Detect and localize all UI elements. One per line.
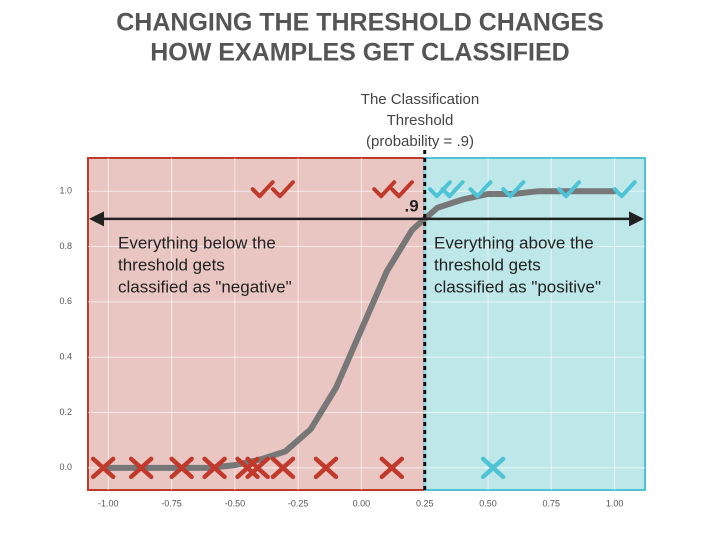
x-marker xyxy=(480,456,506,480)
region-above xyxy=(423,157,646,491)
x-tick-label: -0.25 xyxy=(288,498,309,508)
check-marker xyxy=(612,180,637,199)
x-tick-label: 0.75 xyxy=(543,498,561,508)
chart-title: HOW EXAMPLES GET CLASSIFIED xyxy=(150,39,569,67)
y-tick-label: 0.6 xyxy=(59,296,72,306)
y-tick-label: 0.2 xyxy=(59,407,72,417)
x-marker xyxy=(202,456,227,480)
threshold-caption: The Classification xyxy=(361,91,479,108)
x-tick-label: 1.00 xyxy=(606,498,624,508)
threshold-caption: (probability = .9) xyxy=(366,133,474,150)
check-stroke xyxy=(372,180,397,199)
x-marker xyxy=(128,456,154,480)
region-text: classified as "positive" xyxy=(434,277,601,296)
y-tick-label: 0.8 xyxy=(59,241,72,251)
x-marker xyxy=(270,456,296,480)
x-marker xyxy=(169,456,194,480)
threshold-caption: Threshold xyxy=(387,112,454,129)
check-stroke xyxy=(389,180,414,199)
x-stroke xyxy=(128,456,154,480)
check-marker xyxy=(557,180,582,199)
region-text: threshold gets xyxy=(118,255,225,274)
threshold-label: .9 xyxy=(405,196,419,215)
check-marker xyxy=(270,180,295,199)
check-stroke xyxy=(501,180,526,199)
x-marker xyxy=(313,456,339,480)
x-stroke xyxy=(90,456,116,480)
check-marker xyxy=(427,180,452,199)
x-marker xyxy=(90,456,116,480)
x-marker xyxy=(379,456,405,480)
region-text: threshold gets xyxy=(434,255,541,274)
check-stroke xyxy=(612,180,637,199)
x-stroke xyxy=(379,456,405,480)
check-marker xyxy=(250,180,275,199)
region-text: Everything above the xyxy=(434,233,594,252)
x-stroke xyxy=(169,456,194,480)
x-stroke xyxy=(270,456,296,480)
check-stroke xyxy=(468,180,493,199)
x-tick-label: -1.00 xyxy=(98,498,119,508)
x-tick-label: 0.50 xyxy=(479,498,497,508)
x-tick-label: -0.75 xyxy=(161,498,182,508)
x-stroke xyxy=(313,456,339,480)
check-stroke xyxy=(440,180,465,199)
check-marker xyxy=(372,180,397,199)
chart-title: CHANGING THE THRESHOLD CHANGES xyxy=(116,9,604,37)
x-stroke xyxy=(202,456,227,480)
check-marker xyxy=(501,180,526,199)
check-stroke xyxy=(427,180,452,199)
x-tick-label: 0.00 xyxy=(353,498,371,508)
y-tick-label: 0.0 xyxy=(59,462,72,472)
y-tick-label: 1.0 xyxy=(59,186,72,196)
check-marker xyxy=(468,180,493,199)
check-marker xyxy=(440,180,465,199)
x-marker xyxy=(245,456,270,480)
curve xyxy=(105,188,618,471)
check-stroke xyxy=(270,180,295,199)
y-tick-label: 0.4 xyxy=(59,352,72,362)
check-stroke xyxy=(557,180,582,199)
x-stroke xyxy=(480,456,506,480)
x-tick-label: 0.25 xyxy=(416,498,434,508)
region-below xyxy=(87,157,426,491)
x-stroke xyxy=(245,456,270,480)
check-stroke xyxy=(250,180,275,199)
x-tick-label: -0.50 xyxy=(225,498,246,508)
region-text: Everything below the xyxy=(118,233,276,252)
region-text: classified as "negative" xyxy=(118,277,292,296)
check-marker xyxy=(389,180,414,199)
